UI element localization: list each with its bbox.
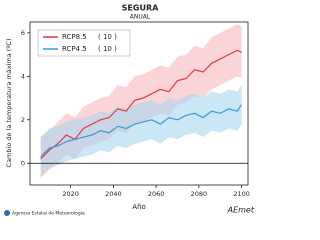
legend-box xyxy=(37,29,131,57)
x-tick-label: 2080 xyxy=(191,190,208,198)
x-tick-label: 2100 xyxy=(233,190,250,198)
y-tick-label: 0 xyxy=(21,159,25,167)
plot-frame xyxy=(29,21,249,186)
y-tick-label: 4 xyxy=(21,72,25,80)
y-tick-label: 6 xyxy=(21,29,25,37)
y-tick-label: 2 xyxy=(21,116,25,124)
x-axis-label: Año xyxy=(132,203,146,211)
x-tick-label: 2060 xyxy=(148,190,165,198)
y-axis-label: Cambio de la temperatura máxima (ºC) xyxy=(5,39,13,168)
chart-subtitle: ANUAL xyxy=(130,14,151,21)
footer-agency: Agencia Estatal de Meteorología xyxy=(12,210,85,217)
agency-icon xyxy=(4,210,10,216)
legend-label: RCP4.5 xyxy=(62,45,87,53)
x-tick-label: 2020 xyxy=(62,190,79,198)
chart-title: SEGURA xyxy=(122,4,159,13)
footer-logo: AEmet xyxy=(227,206,255,215)
chart: SEGURA ANUAL Cambio de la temperatura má… xyxy=(4,4,255,217)
series-line xyxy=(40,104,243,158)
x-tick-label: 2040 xyxy=(105,190,122,198)
legend-note: ( 10 ) xyxy=(98,33,117,41)
legend-note: ( 10 ) xyxy=(98,45,117,53)
legend-label: RCP8.5 xyxy=(62,33,87,41)
uncertainty-band xyxy=(40,85,242,177)
